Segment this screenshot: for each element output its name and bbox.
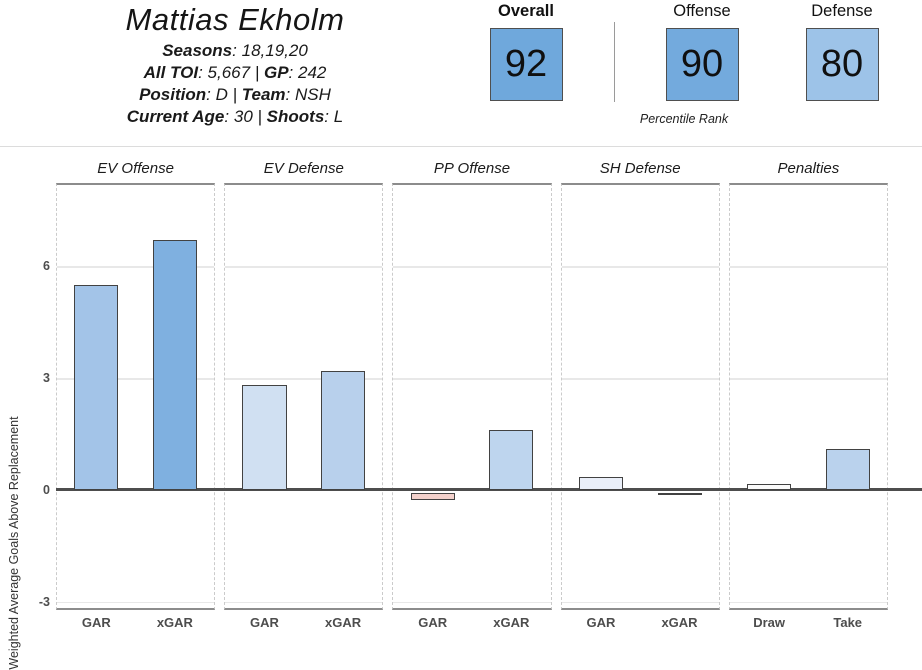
toi-label: All TOI bbox=[143, 63, 199, 82]
percentile-divider bbox=[614, 22, 615, 102]
panel-title-pp-offense: PP Offense bbox=[433, 160, 511, 177]
gar-bar-chart: Weighted Average Goals Above Replacement… bbox=[0, 147, 922, 670]
panel-title-ev-defense: EV Defense bbox=[263, 160, 344, 177]
x-axis-labels-pp-offense: GAR xGAR bbox=[393, 615, 550, 631]
chart-panel-ev-offense: EV Offense GAR xGAR bbox=[56, 160, 216, 630]
x-label-penalties-draw: Draw bbox=[753, 615, 785, 630]
age-label: Current Age bbox=[126, 107, 225, 126]
seasons-label: Seasons bbox=[162, 41, 233, 60]
x-label-penalties-take: Take bbox=[833, 615, 863, 630]
gridline--3 bbox=[225, 601, 383, 604]
y-tick-6: 6 bbox=[43, 259, 50, 274]
age-value: 30 bbox=[233, 107, 253, 126]
percentile-defense-value: 80 bbox=[820, 43, 864, 85]
gridline-6 bbox=[561, 266, 719, 268]
x-label-ev-offense-gar: GAR bbox=[81, 615, 111, 630]
x-label-ev-defense-xgar: xGAR bbox=[325, 615, 362, 630]
gridline--3 bbox=[57, 601, 215, 604]
gridline--3 bbox=[561, 601, 719, 604]
bar-penalties-draw bbox=[747, 484, 792, 490]
team-value: NSH bbox=[295, 85, 331, 104]
gp-label: GP bbox=[263, 63, 289, 82]
pipe-separator: | bbox=[257, 107, 262, 126]
gridline--3 bbox=[729, 601, 888, 604]
player-toi-gp-line: All TOI: 5,667 | GP: 242 bbox=[143, 63, 327, 82]
percentile-overall-label: Overall bbox=[498, 2, 554, 20]
percentile-overall-value: 92 bbox=[504, 43, 548, 85]
gridline-6 bbox=[57, 266, 215, 268]
gridline-6 bbox=[729, 266, 888, 268]
percentile-overall: Overall 92 bbox=[487, 2, 565, 101]
gridline-3 bbox=[225, 378, 383, 380]
bar-ev-offense-gar bbox=[74, 284, 119, 490]
position-label: Position bbox=[139, 85, 207, 104]
panel-title-penalties: Penalties bbox=[777, 160, 840, 177]
bar-ev-defense-gar bbox=[242, 385, 287, 490]
percentile-offense-value: 90 bbox=[680, 43, 724, 85]
bar-sh-defense-gar bbox=[578, 476, 623, 490]
shoots-label: Shoots bbox=[266, 107, 325, 126]
bar-penalties-take bbox=[825, 448, 870, 490]
chart-panel-ev-defense: EV Defense GAR xGAR bbox=[224, 160, 384, 630]
y-tick--3: -3 bbox=[38, 594, 50, 609]
chart-panel-pp-offense: PP Offense GAR xGAR bbox=[392, 160, 552, 630]
y-tick-3: 3 bbox=[43, 371, 50, 385]
shoots-value: L bbox=[333, 107, 344, 126]
chart-panel-sh-defense: SH Defense GAR xGAR bbox=[560, 160, 720, 630]
header-divider-line bbox=[0, 146, 922, 147]
gridline-6 bbox=[393, 266, 551, 268]
x-axis-labels-penalties: Draw Take bbox=[730, 615, 887, 631]
percentile-defense: Defense 80 bbox=[803, 2, 881, 101]
percentile-rank-caption: Percentile Rank bbox=[639, 112, 729, 126]
x-label-pp-offense-gar: GAR bbox=[418, 615, 448, 630]
x-axis-labels-sh-defense: GAR xGAR bbox=[562, 615, 719, 631]
x-label-ev-offense-xgar: xGAR bbox=[156, 615, 193, 630]
x-label-pp-offense-xgar: xGAR bbox=[493, 615, 530, 630]
position-value: D bbox=[215, 85, 228, 104]
toi-value: 5,667 bbox=[207, 63, 251, 82]
x-label-sh-defense-gar: GAR bbox=[586, 615, 616, 630]
player-age-shoots-line: Current Age: 30 | Shoots: L bbox=[126, 107, 344, 126]
player-info: Mattias Ekholm Seasons: 18,19,20 All TOI… bbox=[10, 0, 460, 128]
panel-title-ev-offense: EV Offense bbox=[97, 160, 174, 177]
percentile-defense-label: Defense bbox=[811, 2, 873, 20]
gridline-3 bbox=[57, 378, 215, 380]
bar-ev-defense-xgar bbox=[321, 370, 366, 490]
percentile-offense-label: Offense bbox=[673, 2, 731, 20]
y-tick-0: 0 bbox=[43, 483, 50, 497]
pipe-separator: | bbox=[232, 85, 238, 104]
gridline-3 bbox=[393, 378, 551, 380]
gridline-6 bbox=[225, 266, 383, 268]
percentile-offense: Offense 90 bbox=[663, 2, 741, 101]
chart-panels: EV Offense GAR xGAR EV Defense GAR xGAR PP Off… bbox=[56, 160, 889, 630]
gridline--3 bbox=[393, 601, 551, 604]
zero-baseline bbox=[56, 488, 922, 491]
player-seasons-line: Seasons: 18,19,20 bbox=[162, 41, 308, 60]
x-label-ev-defense-gar: GAR bbox=[250, 615, 279, 630]
team-label: Team bbox=[241, 85, 286, 104]
x-label-sh-defense-xgar: xGAR bbox=[661, 615, 698, 630]
y-axis-label: Weighted Average Goals Above Replacement bbox=[7, 416, 21, 670]
seasons-value: 18,19,20 bbox=[241, 41, 308, 60]
player-position-team-line: Position: D | Team: NSH bbox=[139, 85, 331, 104]
bar-pp-offense-gar bbox=[410, 493, 455, 501]
x-axis-labels-ev-defense: GAR xGAR bbox=[225, 615, 382, 631]
x-axis-labels-ev-offense: GAR xGAR bbox=[57, 615, 214, 631]
gp-value: 242 bbox=[298, 63, 327, 82]
chart-panel-penalties: Penalties Draw Take bbox=[728, 160, 889, 630]
gridline-3 bbox=[729, 378, 888, 380]
gridline-3 bbox=[561, 378, 719, 380]
player-name: Mattias Ekholm bbox=[125, 2, 345, 37]
percentile-offense-box: 90 bbox=[665, 28, 739, 101]
percentile-overall-box: 92 bbox=[489, 28, 563, 101]
bar-pp-offense-xgar bbox=[489, 430, 534, 490]
bar-ev-offense-xgar bbox=[152, 239, 197, 490]
panel-title-sh-defense: SH Defense bbox=[599, 160, 681, 177]
pipe-separator: | bbox=[254, 63, 260, 82]
percentile-defense-box: 80 bbox=[805, 28, 879, 101]
bar-sh-defense-xgar bbox=[657, 493, 702, 495]
